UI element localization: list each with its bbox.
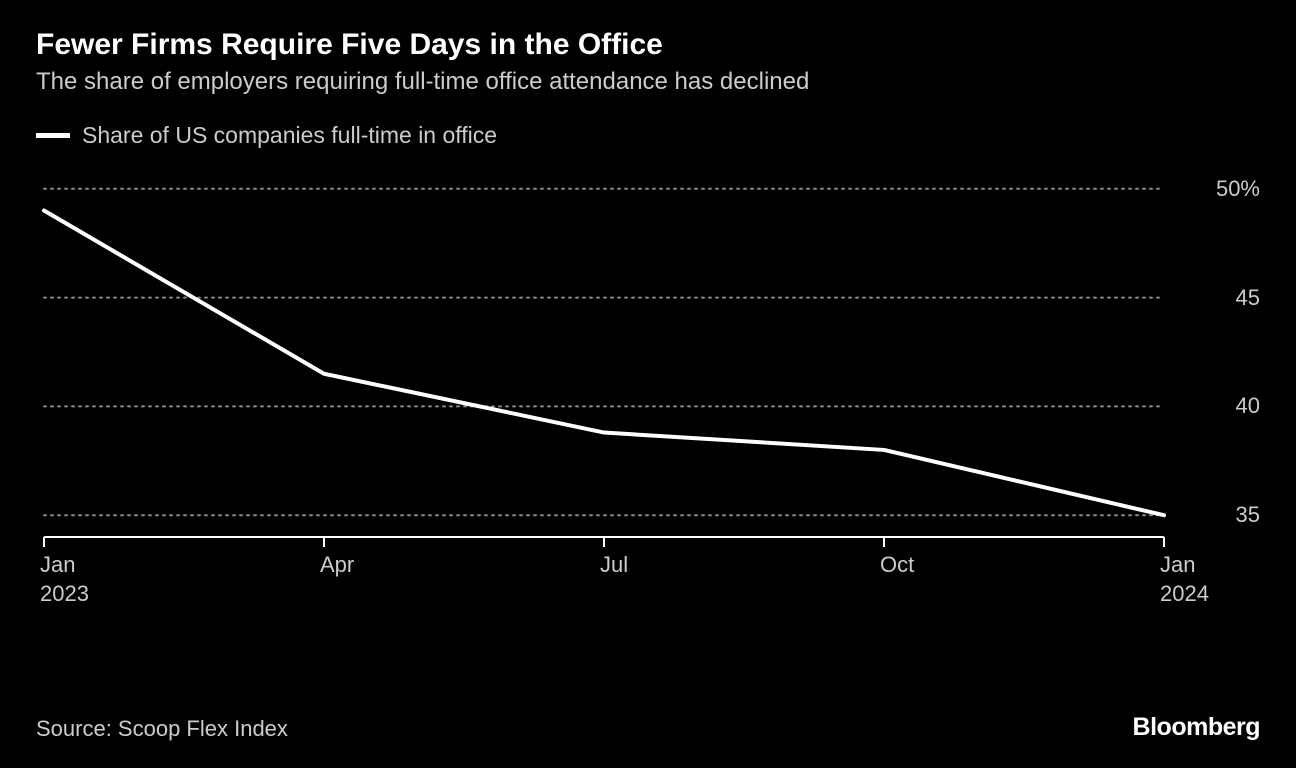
x-axis-tick-label: Jul	[600, 537, 628, 580]
chart-title: Fewer Firms Require Five Days in the Off…	[36, 28, 1260, 62]
chart-legend: Share of US companies full-time in offic…	[36, 122, 1260, 149]
chart-svg	[36, 167, 1260, 607]
x-axis-tick-label: Jan 2023	[40, 537, 89, 608]
x-axis-tick-label: Apr	[320, 537, 354, 580]
chart-source: Source: Scoop Flex Index	[36, 716, 288, 742]
legend-swatch	[36, 133, 70, 138]
chart-container: Fewer Firms Require Five Days in the Off…	[0, 0, 1296, 768]
chart-footer: Source: Scoop Flex Index Bloomberg	[36, 713, 1260, 742]
y-axis-tick-label: 40	[1236, 393, 1260, 419]
x-axis-tick-label: Oct	[880, 537, 914, 580]
legend-label: Share of US companies full-time in offic…	[82, 122, 497, 149]
y-axis-tick-label: 45	[1236, 285, 1260, 311]
chart-plot-area: 50% 45 40 35 Jan 2023 Apr Jul Oct Jan 2024	[36, 167, 1260, 607]
chart-subtitle: The share of employers requiring full-ti…	[36, 68, 1260, 96]
x-axis-tick-label: Jan 2024	[1160, 537, 1209, 608]
brand-logo: Bloomberg	[1133, 713, 1260, 742]
y-axis-tick-label: 35	[1236, 502, 1260, 528]
y-axis-tick-label: 50%	[1216, 176, 1260, 202]
